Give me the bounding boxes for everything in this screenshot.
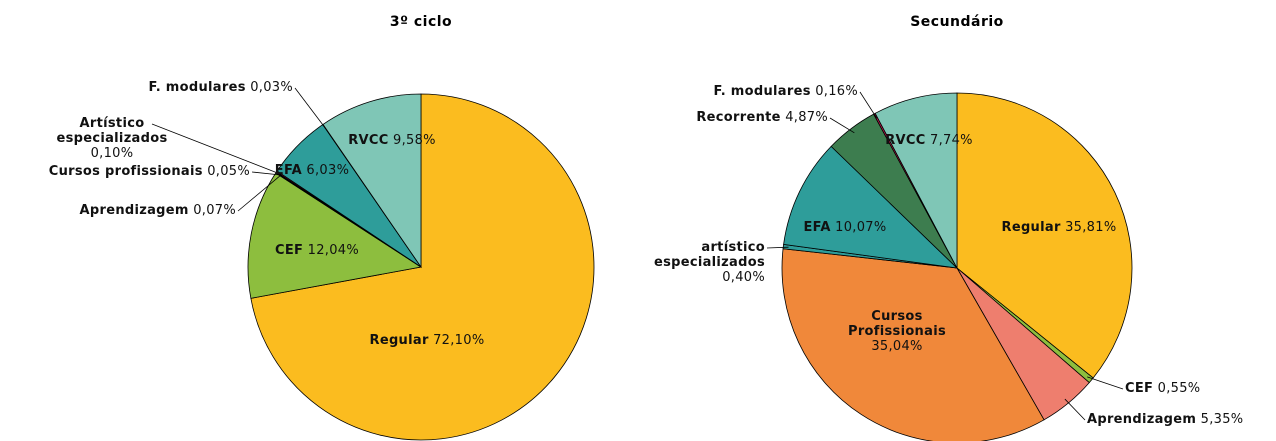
slice-label: artístico especializados 0,40% bbox=[630, 240, 765, 285]
leader-line bbox=[1087, 376, 1124, 390]
slice-name: EFA bbox=[274, 163, 302, 178]
slice-value: 10,07% bbox=[835, 220, 887, 235]
pie-slice bbox=[781, 248, 1045, 441]
slice-name: RVCC bbox=[348, 133, 389, 148]
slice-value: 12,04% bbox=[307, 243, 360, 258]
slice-name: F. modulares bbox=[148, 80, 246, 95]
slice-label: Aprendizagem 5,35% bbox=[1087, 412, 1243, 427]
slice-value: 7,74% bbox=[929, 133, 973, 148]
slice-name: Regular bbox=[1001, 220, 1061, 235]
slice-value: 6,03% bbox=[306, 163, 350, 178]
slice-value: 35,04% bbox=[871, 339, 923, 354]
slice-value: 0,40% bbox=[722, 270, 765, 285]
slice-label: RVCC 7,74% bbox=[885, 133, 973, 148]
slice-label: CEF 12,04% bbox=[275, 243, 359, 258]
slice-name: F. modulares bbox=[713, 84, 811, 99]
slice-value: 0,05% bbox=[207, 164, 250, 179]
slice-name: Aprendizagem bbox=[1087, 412, 1197, 427]
leader-line bbox=[766, 246, 789, 249]
leader-line bbox=[859, 91, 878, 119]
slice-label: Regular 72,10% bbox=[370, 333, 485, 348]
slice-value: 4,87% bbox=[785, 110, 828, 125]
slice-value: 9,58% bbox=[392, 133, 436, 148]
slice-name: Cursos Profissionais bbox=[848, 309, 946, 339]
slice-name: artístico especializados bbox=[653, 240, 765, 270]
leader-line bbox=[294, 87, 327, 130]
chart-title: Secundário bbox=[910, 14, 1004, 30]
pie-slice bbox=[322, 93, 422, 269]
slice-label: Cursos profissionais 0,05% bbox=[49, 164, 250, 179]
leader-line bbox=[1064, 398, 1086, 421]
pie-slice bbox=[250, 93, 595, 441]
slice-name: Artístico especializados bbox=[56, 116, 168, 146]
slice-value: 0,07% bbox=[193, 203, 236, 218]
slice-label: F. modulares 0,03% bbox=[148, 80, 293, 95]
slice-name: CEF bbox=[274, 243, 304, 258]
slice-label: EFA 10,07% bbox=[803, 220, 886, 235]
slice-label: Aprendizagem 0,07% bbox=[80, 203, 236, 218]
pie-slice bbox=[874, 92, 958, 269]
slice-name: CEF bbox=[1125, 381, 1154, 396]
slice-value: 0,10% bbox=[90, 146, 134, 161]
slice-name: Recorrente bbox=[696, 110, 781, 125]
slice-label: Recorrente 4,87% bbox=[696, 110, 828, 125]
pie-slice bbox=[247, 172, 423, 299]
pie-slice bbox=[783, 145, 959, 269]
slice-value: 35,81% bbox=[1065, 220, 1117, 235]
slice-label: F. modulares 0,16% bbox=[713, 84, 858, 99]
chart-title: 3º ciclo bbox=[389, 14, 453, 30]
slice-name: Regular bbox=[369, 333, 429, 348]
slice-label: RVCC 9,58% bbox=[348, 133, 436, 148]
slice-name: RVCC bbox=[885, 133, 926, 148]
slice-label: CEF 0,55% bbox=[1125, 381, 1200, 396]
slice-value: 72,10% bbox=[433, 333, 485, 348]
slice-value: 0,16% bbox=[815, 84, 858, 99]
leader-line bbox=[829, 117, 855, 134]
slice-name: Aprendizagem bbox=[79, 203, 189, 218]
slice-value: 0,55% bbox=[1157, 381, 1201, 396]
slice-name: EFA bbox=[803, 220, 831, 235]
slice-name: Cursos profissionais bbox=[48, 164, 203, 179]
slice-label: Artístico especializados 0,10% bbox=[37, 116, 187, 161]
slice-label: Regular 35,81% bbox=[1002, 220, 1117, 235]
slice-label: EFA 6,03% bbox=[275, 163, 349, 178]
leader-line bbox=[251, 171, 281, 176]
leader-line bbox=[151, 123, 282, 175]
slice-label: Cursos Profissionais 35,04% bbox=[837, 309, 957, 354]
leader-line bbox=[237, 175, 281, 212]
slice-value: 5,35% bbox=[1200, 412, 1244, 427]
pie-slice bbox=[956, 92, 1133, 379]
slice-value: 0,03% bbox=[250, 80, 293, 95]
